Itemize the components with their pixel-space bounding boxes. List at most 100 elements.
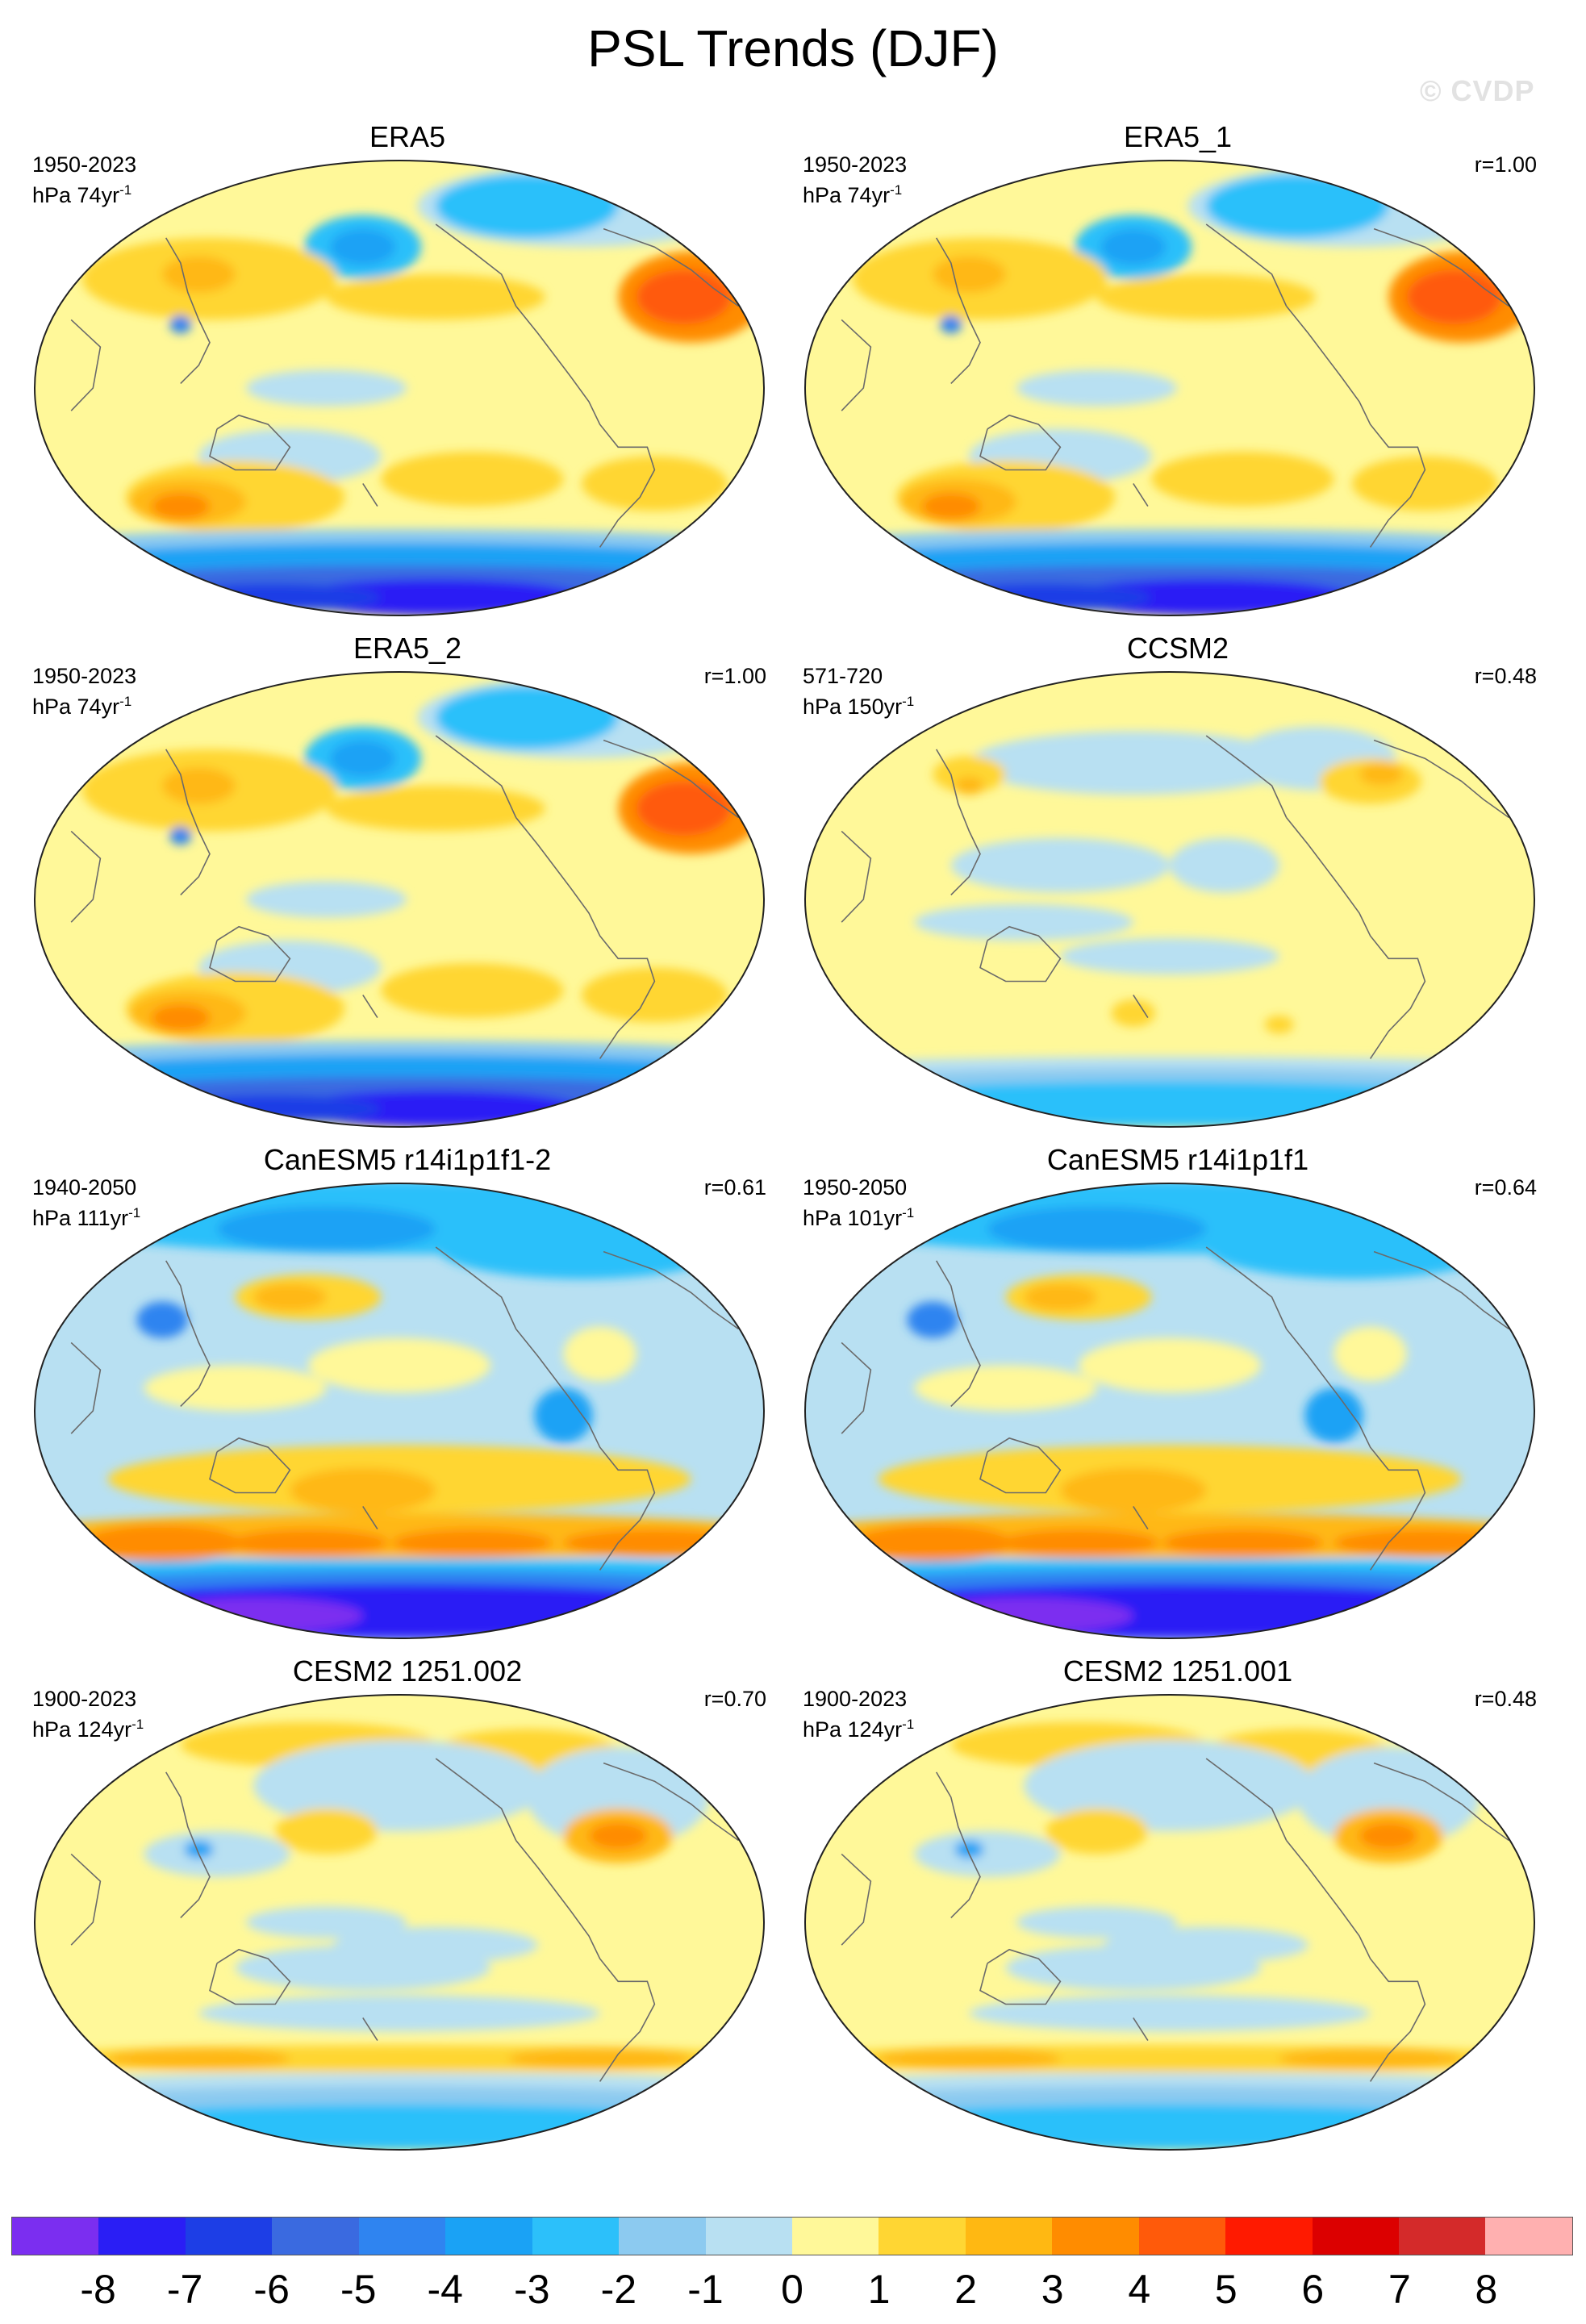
panel-title: CanESM5 r14i1p1f1-2 [263, 1143, 552, 1176]
trend-contour-region [933, 583, 1152, 611]
trend-contour-region [636, 781, 732, 837]
trend-contour-region [246, 369, 407, 407]
trend-contour-region [1170, 837, 1279, 893]
colorbar-tick-label: -4 [427, 2267, 463, 2312]
map-panel-canesm5: CanESM5 r14i1p1f1 1950-2050 hPa 101yr-1 … [803, 1142, 1553, 1659]
trend-contour-region [162, 583, 382, 611]
panel-title: ERA5 [369, 120, 446, 153]
colorbar-swatch [791, 2218, 879, 2255]
coastline [515, 305, 656, 548]
trend-contour-region [907, 1301, 958, 1338]
trend-contour-region [81, 1525, 243, 1562]
trend-contour-region [275, 1809, 378, 1855]
coastline [936, 1771, 981, 1918]
trend-contour-region [1333, 1326, 1407, 1382]
colorbar-tick-label: 7 [1388, 2267, 1411, 2312]
panel-title: ERA5_1 [1123, 120, 1233, 153]
trend-contour-region [253, 1740, 545, 1832]
globe-outline [34, 1694, 765, 2151]
trend-contour-region [1096, 274, 1316, 320]
trend-contour-region [436, 685, 619, 749]
trend-contour-region [1016, 369, 1178, 407]
panel-period: 1950-2023 [32, 664, 137, 688]
colorbar [11, 2217, 1573, 2255]
trend-contour-region [253, 1283, 327, 1311]
trend-contour-region [290, 1467, 436, 1513]
panel-correlation: r=0.64 [1474, 1175, 1537, 1200]
coastline [1205, 1758, 1288, 1841]
trend-contour-region [1016, 1906, 1178, 1938]
colorbar-swatch [965, 2218, 1053, 2255]
coastline [841, 1341, 872, 1434]
trend-contour-region [1060, 937, 1279, 975]
colorbar-swatch [98, 2218, 186, 2255]
coastline [515, 1839, 656, 2082]
trend-contour-region [921, 492, 980, 520]
globe-outline [34, 160, 765, 616]
coastline [979, 1948, 1062, 2005]
trend-contour-region [805, 2104, 1534, 2150]
trend-contour-region [169, 826, 192, 845]
panel-units: hPa 150yr-1 [803, 694, 915, 719]
trend-contour-region [144, 1597, 363, 1634]
map-panel-cesm2-001: CESM2 1251.001 1900-2023 hPa 124yr-1 r=0… [803, 1654, 1553, 2170]
panel-units: hPa 74yr-1 [32, 182, 132, 207]
coastline [435, 223, 517, 307]
colorbar-tick-label: -3 [514, 2267, 550, 2312]
trend-contour-region [381, 451, 564, 507]
trend-map [804, 671, 1535, 1128]
coastline [70, 1853, 102, 1946]
trend-contour-region [436, 173, 619, 238]
panel-units: hPa 74yr-1 [32, 694, 132, 719]
trend-contour-region [1162, 1529, 1323, 1557]
globe-outline [804, 1183, 1535, 1639]
trend-map [804, 1183, 1535, 1639]
coastline [362, 2017, 378, 2042]
trend-contour-region [35, 2104, 764, 2150]
coastline [1133, 482, 1149, 507]
trend-contour-region [1100, 228, 1167, 265]
coastline [209, 1437, 291, 1494]
trend-contour-region [326, 274, 545, 320]
trend-contour-region [805, 1081, 1534, 1127]
trend-contour-region [184, 1840, 214, 1859]
coastline [165, 1260, 211, 1407]
panel-units: hPa 101yr-1 [803, 1205, 915, 1230]
map-panel-canesm5-2: CanESM5 r14i1p1f1-2 1940-2050 hPa 111yr-… [32, 1142, 783, 1659]
colorbar-swatch [1138, 2218, 1226, 2255]
coastline [603, 227, 739, 307]
trend-contour-region [227, 1529, 389, 1557]
trend-contour-region [107, 2047, 290, 2071]
colorbar-tick-label: -1 [687, 2267, 724, 2312]
coastline [209, 1948, 291, 2005]
coastline [841, 319, 872, 411]
globe-outline [804, 671, 1535, 1128]
colorbar-swatch [1052, 2218, 1139, 2255]
coastline [165, 749, 211, 895]
trend-contour-region [1151, 451, 1334, 507]
coastline [1285, 816, 1426, 1059]
trend-contour-region [1359, 1821, 1418, 1850]
coastline [515, 1328, 656, 1571]
coastline [1133, 1505, 1149, 1530]
map-panel-cesm2-002: CESM2 1251.002 1900-2023 hPa 124yr-1 r=0… [32, 1654, 783, 2170]
coastline [1205, 1246, 1288, 1329]
trend-contour-region [308, 1337, 490, 1393]
trend-contour-region [1264, 1015, 1294, 1034]
colorbar-swatch [358, 2218, 446, 2255]
trend-contour-region [563, 1529, 746, 1557]
trend-contour-region [534, 1387, 593, 1443]
trend-contour-region [330, 740, 396, 777]
coastline [603, 739, 739, 819]
trend-contour-region [1060, 1467, 1207, 1513]
trend-map [34, 160, 765, 616]
colorbar-tick-label: 2 [954, 2267, 978, 2312]
trend-contour-region [589, 1821, 648, 1850]
colorbar-swatch [1399, 2218, 1486, 2255]
globe-outline [34, 671, 765, 1128]
colorbar-swatch [705, 2218, 792, 2255]
trend-contour-region [1005, 1945, 1261, 1991]
panel-correlation: r=1.00 [1474, 152, 1537, 177]
coastline [70, 1341, 102, 1434]
coastline [435, 1246, 517, 1329]
